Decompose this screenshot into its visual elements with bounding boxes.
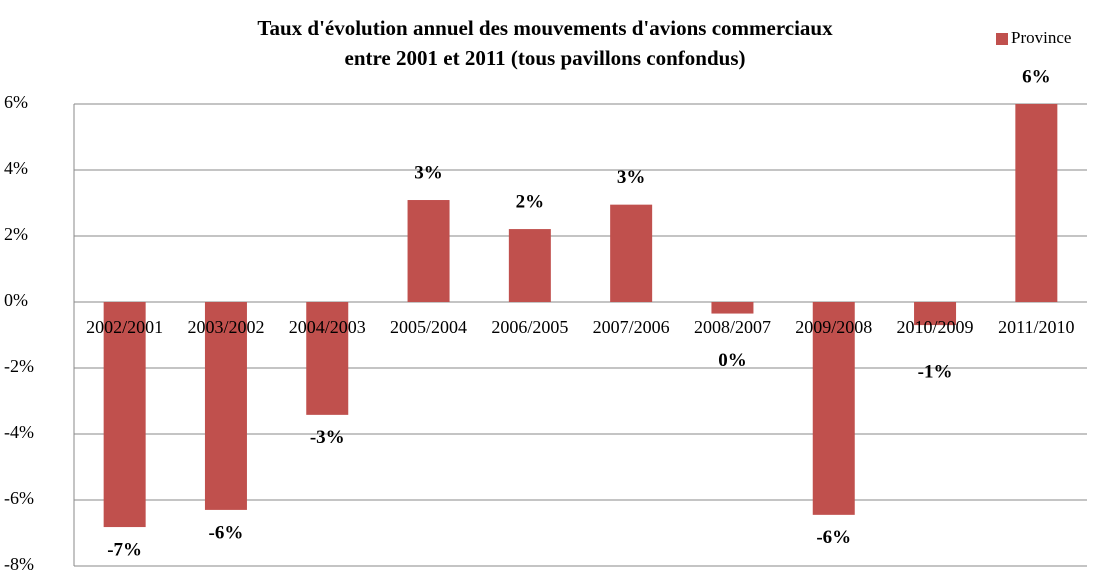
y-tick-label: 6% xyxy=(4,92,28,112)
bar xyxy=(914,302,957,326)
data-label: 6% xyxy=(1022,66,1051,87)
data-label: 3% xyxy=(617,167,646,188)
data-label: 0% xyxy=(718,350,747,371)
bar xyxy=(610,204,653,302)
y-tick-label: 0% xyxy=(4,290,28,310)
bar xyxy=(103,302,146,528)
y-tick-label: 4% xyxy=(4,158,28,178)
data-label: -7% xyxy=(107,539,142,560)
x-tick-label: 2010/2009 xyxy=(897,317,974,337)
y-tick-label: -2% xyxy=(4,356,34,376)
x-tick-label: 2002/2001 xyxy=(86,317,163,337)
y-tick-label: -6% xyxy=(4,488,34,508)
x-tick-label: 2004/2003 xyxy=(289,317,366,337)
y-tick-label: -8% xyxy=(4,554,34,574)
y-tick-label: -4% xyxy=(4,422,34,442)
bar xyxy=(508,229,551,302)
legend-swatch xyxy=(996,33,1008,45)
x-tick-label: 2011/2010 xyxy=(998,317,1074,337)
legend-label: Province xyxy=(1011,28,1071,47)
data-label: 2% xyxy=(516,191,545,212)
bar xyxy=(306,302,349,415)
bar xyxy=(812,302,855,515)
data-label: -6% xyxy=(209,522,244,543)
bar xyxy=(407,200,450,302)
bar xyxy=(1015,104,1058,302)
x-tick-label: 2007/2006 xyxy=(593,317,670,337)
data-label: 3% xyxy=(414,162,443,183)
y-tick-label: 2% xyxy=(4,224,28,244)
x-tick-label: 2006/2005 xyxy=(491,317,568,337)
x-tick-label: 2009/2008 xyxy=(795,317,872,337)
data-label: -6% xyxy=(816,527,851,548)
chart-title: Taux d'évolution annuel des mouvements d… xyxy=(257,16,833,40)
chart-title: entre 2001 et 2011 (tous pavillons confo… xyxy=(345,46,746,70)
data-label: -3% xyxy=(310,427,345,448)
x-tick-label: 2008/2007 xyxy=(694,317,771,337)
bar xyxy=(204,302,247,510)
x-tick-label: 2003/2002 xyxy=(187,317,264,337)
bar xyxy=(711,302,754,314)
data-label: -1% xyxy=(918,361,953,382)
x-tick-label: 2005/2004 xyxy=(390,317,467,337)
